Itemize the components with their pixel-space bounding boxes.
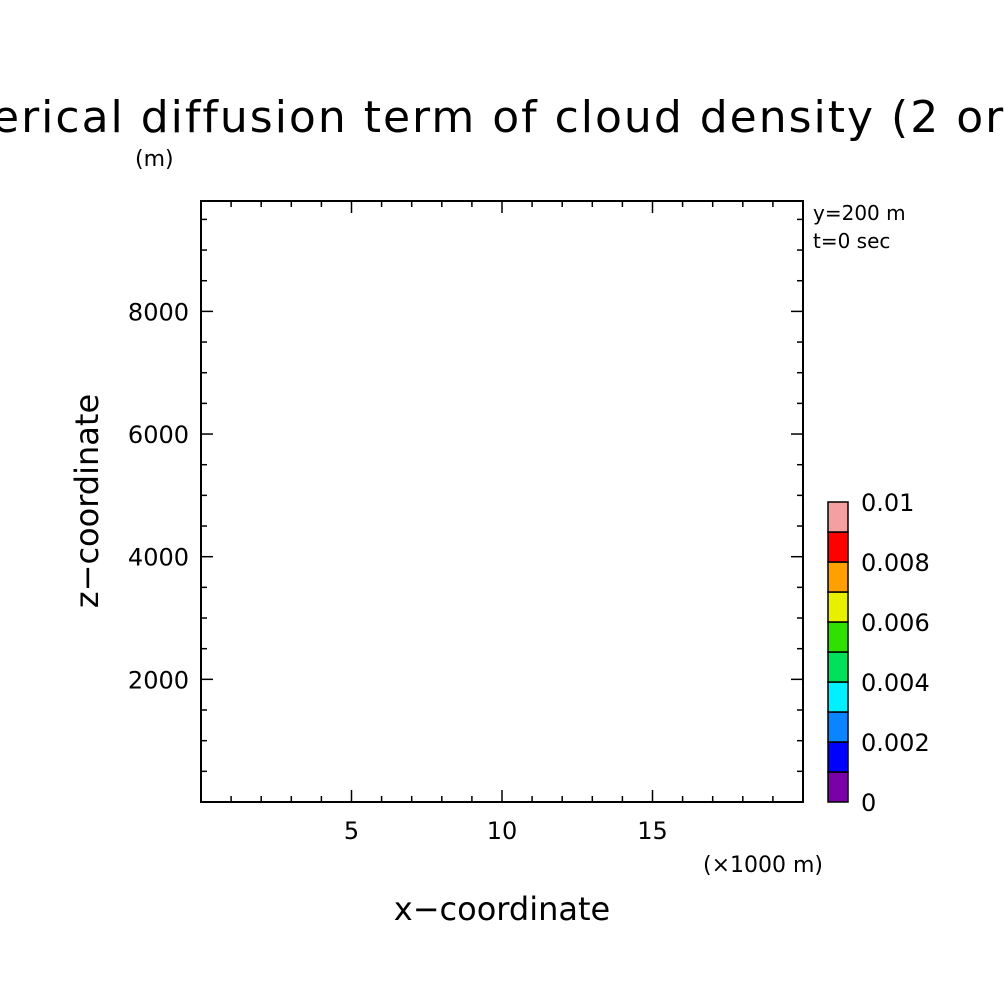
colorbar: 0 0.002 0.004 0.006 0.008 0.01 [827,489,930,817]
colorbar-swatch [827,741,849,773]
colorbar-swatch [827,591,849,623]
colorbar-swatch [827,651,849,683]
x-tick-label: 5 [344,817,359,845]
colorbar-swatch [827,531,849,563]
y-tick-label: 6000 [128,421,189,449]
colorbar-label: 0.002 [861,729,930,757]
annotation-t: t=0 sec [813,229,890,253]
y-tick-label: 4000 [128,544,189,572]
colorbar-swatch [827,501,849,533]
colorbar-label: 0.008 [861,549,930,577]
y-tick-label: 2000 [128,666,189,694]
chart-title: erical diffusion term of cloud density (… [0,92,1004,143]
colorbar-label: 0.006 [861,609,930,637]
x-tick-label: 10 [487,817,518,845]
colorbar-label: 0.004 [861,669,930,697]
x-axis-label: x−coordinate [394,890,610,928]
colorbar-swatch [827,621,849,653]
annotation-y: y=200 m [813,201,906,225]
colorbar-swatch [827,711,849,743]
colorbar-label: 0.01 [861,489,914,517]
y-axis-label: z−coordinate [68,394,106,608]
colorbar-swatch [827,771,849,803]
y-tick-label: 8000 [128,298,189,326]
plot-area [200,200,804,803]
colorbar-label: 0 [861,789,876,817]
y-axis-ticks: 2000 4000 6000 8000 [128,218,803,773]
colorbar-swatch [827,681,849,713]
colorbar-swatch [827,561,849,593]
title-unit: (m) [135,147,174,172]
x-axis-unit: (×1000 m) [703,853,823,878]
x-tick-label: 15 [637,817,668,845]
x-axis-ticks: 5 10 15 [230,201,774,845]
